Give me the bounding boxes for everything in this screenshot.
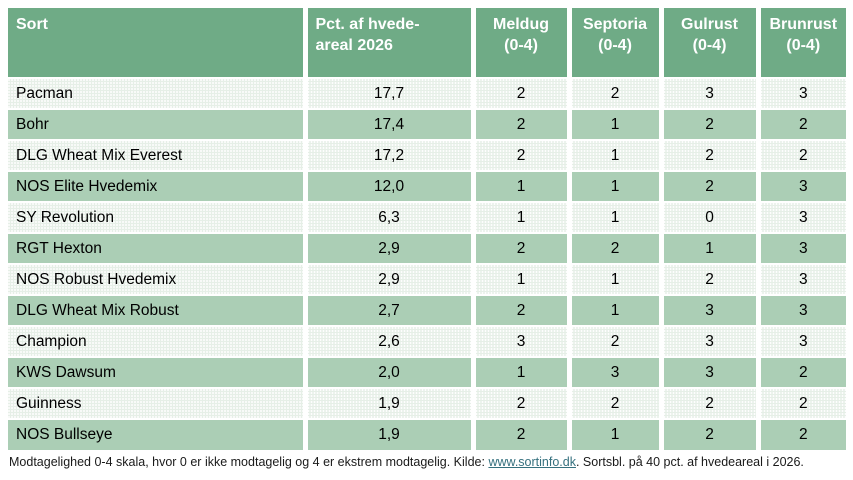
column-header-meldug: Meldug (0-4) (470, 8, 569, 78)
cell-septoria: 1 (566, 201, 661, 233)
cell-brunrust: 3 (755, 325, 846, 357)
cell-pct: 2,9 (302, 263, 473, 295)
cell-pct: 2,0 (302, 356, 473, 388)
cell-septoria: 2 (566, 77, 661, 109)
cell-septoria: 1 (566, 294, 661, 326)
cell-meldug: 2 (470, 108, 569, 140)
cell-sort: DLG Wheat Mix Robust (8, 294, 305, 326)
table-row: RGT Hexton 2,9 2 2 1 3 (8, 232, 846, 264)
cell-pct: 17,2 (302, 139, 473, 171)
table-row: NOS Robust Hvedemix 2,9 1 1 2 3 (8, 263, 846, 295)
cell-gulrust: 3 (658, 77, 758, 109)
table-row: Bohr 17,4 2 1 2 2 (8, 108, 846, 140)
cell-meldug: 2 (470, 418, 569, 450)
cell-sort: NOS Robust Hvedemix (8, 263, 305, 295)
cell-pct: 2,6 (302, 325, 473, 357)
cell-meldug: 2 (470, 139, 569, 171)
cell-sort: Guinness (8, 387, 305, 419)
cell-brunrust: 3 (755, 170, 846, 202)
cell-meldug: 1 (470, 263, 569, 295)
cell-meldug: 1 (470, 170, 569, 202)
cell-sort: NOS Bullseye (8, 418, 305, 450)
cell-sort: DLG Wheat Mix Everest (8, 139, 305, 171)
cell-septoria: 1 (566, 263, 661, 295)
cell-pct: 1,9 (302, 387, 473, 419)
cell-brunrust: 2 (755, 356, 846, 388)
cell-gulrust: 2 (658, 108, 758, 140)
cell-septoria: 1 (566, 139, 661, 171)
sortinfo-link[interactable]: www.sortinfo.dk (488, 455, 576, 469)
cell-gulrust: 1 (658, 232, 758, 264)
cell-sort: Pacman (8, 77, 305, 109)
footnote: Modtagelighed 0-4 skala, hvor 0 er ikke … (8, 455, 846, 469)
column-header-septoria: Septoria (0-4) (566, 8, 661, 78)
cell-septoria: 1 (566, 170, 661, 202)
cell-pct: 2,9 (302, 232, 473, 264)
cell-brunrust: 3 (755, 294, 846, 326)
cell-septoria: 1 (566, 418, 661, 450)
cell-pct: 12,0 (302, 170, 473, 202)
header-row: Sort Pct. af hvede-areal 2026 Meldug (0-4) S… (8, 8, 846, 78)
cell-gulrust: 3 (658, 325, 758, 357)
table-row: Guinness 1,9 2 2 2 2 (8, 387, 846, 419)
cell-brunrust: 3 (755, 77, 846, 109)
footnote-text-after: . Sortsbl. på 40 pct. af hvedeareal i 20… (575, 455, 804, 469)
column-header-sort: Sort (8, 8, 305, 78)
cell-sort: KWS Dawsum (8, 356, 305, 388)
cell-gulrust: 2 (658, 170, 758, 202)
cell-septoria: 2 (566, 325, 661, 357)
table-row: Champion 2,6 3 2 3 3 (8, 325, 846, 357)
cell-brunrust: 2 (755, 418, 846, 450)
cell-meldug: 3 (470, 325, 569, 357)
table-row: DLG Wheat Mix Everest 17,2 2 1 2 2 (8, 139, 846, 171)
cell-pct: 2,7 (302, 294, 473, 326)
cell-brunrust: 3 (755, 232, 846, 264)
column-header-gulrust: Gulrust (0-4) (658, 8, 758, 78)
cell-brunrust: 2 (755, 139, 846, 171)
cell-sort: NOS Elite Hvedemix (8, 170, 305, 202)
cell-gulrust: 2 (658, 139, 758, 171)
wheat-disease-table: Sort Pct. af hvede-areal 2026 Meldug (0-4) S… (8, 8, 846, 450)
table-row: DLG Wheat Mix Robust 2,7 2 1 3 3 (8, 294, 846, 326)
table-row: NOS Elite Hvedemix 12,0 1 1 2 3 (8, 170, 846, 202)
cell-meldug: 1 (470, 201, 569, 233)
cell-sort: RGT Hexton (8, 232, 305, 264)
cell-septoria: 1 (566, 108, 661, 140)
cell-gulrust: 3 (658, 294, 758, 326)
cell-sort: Bohr (8, 108, 305, 140)
column-header-brunrust: Brunrust (0-4) (755, 8, 846, 78)
cell-meldug: 2 (470, 232, 569, 264)
page: Sort Pct. af hvede-areal 2026 Meldug (0-4) S… (8, 8, 846, 469)
cell-meldug: 1 (470, 356, 569, 388)
cell-brunrust: 3 (755, 263, 846, 295)
table-row: NOS Bullseye 1,9 2 1 2 2 (8, 418, 846, 450)
cell-pct: 17,7 (302, 77, 473, 109)
cell-sort: Champion (8, 325, 305, 357)
cell-gulrust: 2 (658, 418, 758, 450)
table-row: Pacman 17,7 2 2 3 3 (8, 77, 846, 109)
table-row: KWS Dawsum 2,0 1 3 3 2 (8, 356, 846, 388)
table-row: SY Revolution 6,3 1 1 0 3 (8, 201, 846, 233)
column-header-pct: Pct. af hvede-areal 2026 (302, 8, 473, 78)
cell-brunrust: 3 (755, 201, 846, 233)
cell-meldug: 2 (470, 77, 569, 109)
cell-sort: SY Revolution (8, 201, 305, 233)
cell-pct: 17,4 (302, 108, 473, 140)
cell-brunrust: 2 (755, 108, 846, 140)
cell-meldug: 2 (470, 294, 569, 326)
cell-septoria: 2 (566, 387, 661, 419)
footnote-text-before: Modtagelighed 0-4 skala, hvor 0 er ikke … (9, 455, 489, 469)
cell-gulrust: 2 (658, 387, 758, 419)
cell-septoria: 3 (566, 356, 661, 388)
cell-gulrust: 0 (658, 201, 758, 233)
cell-gulrust: 3 (658, 356, 758, 388)
cell-septoria: 2 (566, 232, 661, 264)
cell-pct: 6,3 (302, 201, 473, 233)
cell-brunrust: 2 (755, 387, 846, 419)
cell-gulrust: 2 (658, 263, 758, 295)
cell-pct: 1,9 (302, 418, 473, 450)
cell-meldug: 2 (470, 387, 569, 419)
